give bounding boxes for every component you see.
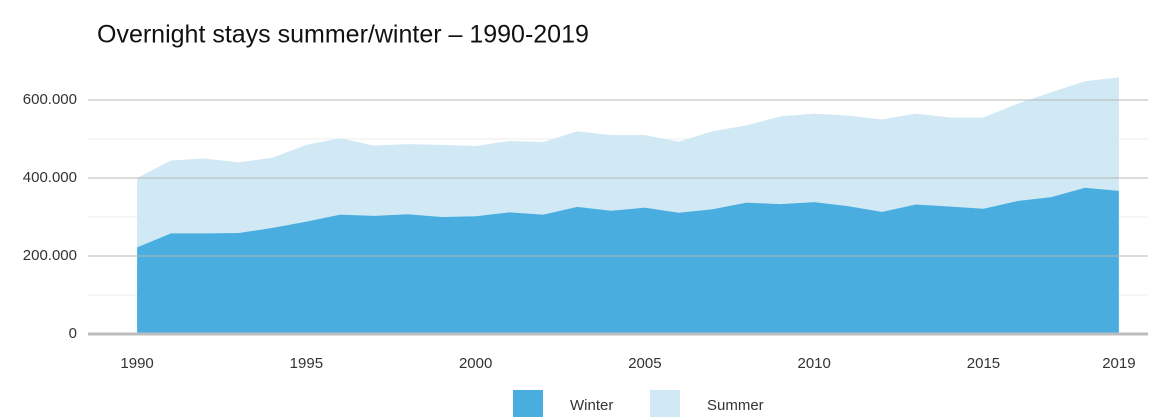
area	[137, 77, 1119, 248]
x-tick-label: 2015	[967, 355, 1000, 372]
legend-swatch	[650, 390, 680, 417]
x-tick-label: 1995	[290, 355, 323, 372]
x-tick-label: 1990	[120, 355, 153, 372]
x-tick-label: 2000	[459, 355, 492, 372]
x-tick-label: 2005	[628, 355, 661, 372]
y-tick-label: 600.000	[23, 91, 77, 108]
y-tick-label: 400.000	[23, 169, 77, 186]
y-tick-label: 200.000	[23, 247, 77, 264]
x-tick-label: 2010	[798, 355, 831, 372]
legend-label: Winter	[570, 397, 613, 414]
y-tick-label: 0	[69, 325, 77, 342]
area	[137, 187, 1119, 334]
x-tick-label: 2019	[1102, 355, 1135, 372]
chart-title: Overnight stays summer/winter – 1990-201…	[97, 21, 589, 49]
legend-label: Summer	[707, 397, 764, 414]
legend-swatch	[513, 390, 543, 417]
